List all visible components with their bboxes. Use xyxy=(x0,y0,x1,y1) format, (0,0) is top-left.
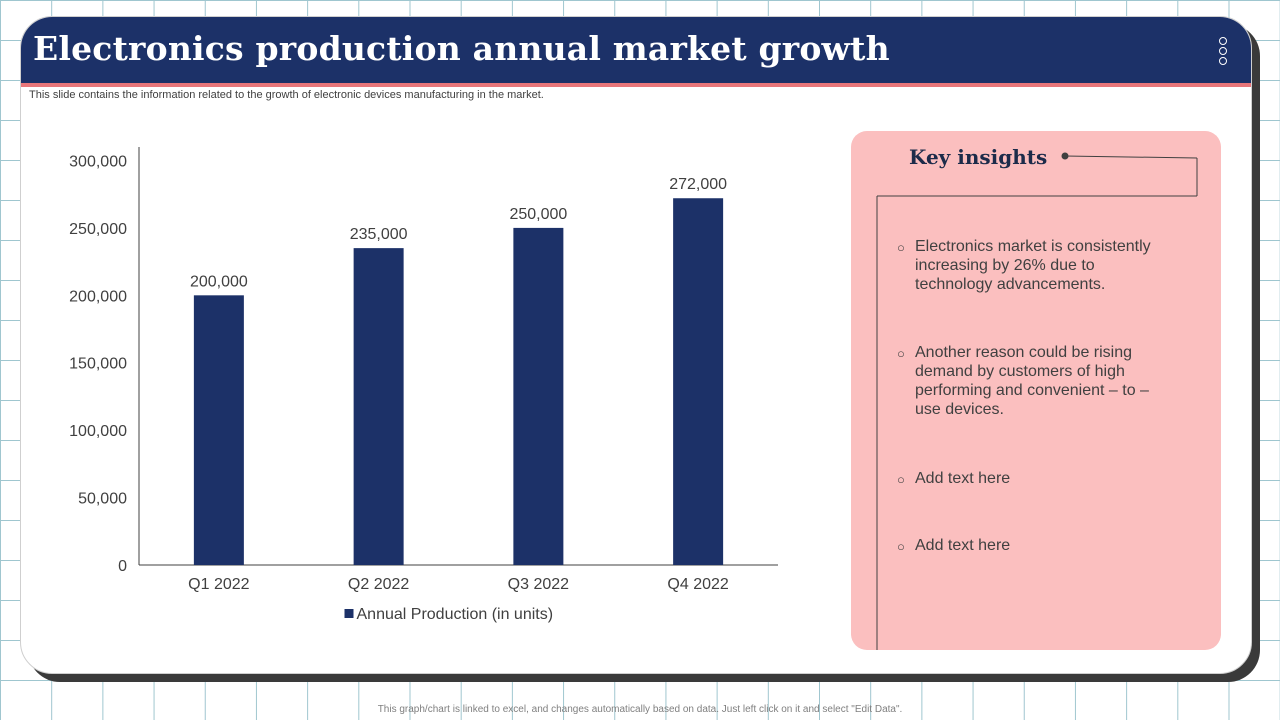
more-options-icon[interactable] xyxy=(1219,37,1229,65)
bar-chart[interactable]: 0 50,000 100,000 150,000 200,000 250,000 300,0… xyxy=(21,17,841,674)
x-tick-label: Q2 2022 xyxy=(348,576,409,593)
y-tick-label: 100,000 xyxy=(69,423,127,440)
insight-text: Electronics market is consistently incre… xyxy=(915,238,1151,293)
data-label: 200,000 xyxy=(190,273,248,290)
hollow-circle-icon: ○ xyxy=(897,472,905,487)
page-title: Electronics production annual market gro… xyxy=(33,29,890,68)
data-label: 235,000 xyxy=(350,226,408,243)
page-subtitle: This slide contains the information rela… xyxy=(29,89,544,101)
insight-text: Add text here xyxy=(915,470,1011,487)
bar[interactable] xyxy=(673,198,724,565)
insight-text: Another reason could be rising demand by… xyxy=(915,344,1149,418)
hollow-circle-icon: ○ xyxy=(897,539,905,554)
insight-item-4: ○ Add text here xyxy=(897,536,1165,555)
hollow-circle-icon: ○ xyxy=(897,346,905,361)
data-label: 272,000 xyxy=(669,176,727,193)
x-tick-label: Q3 2022 xyxy=(508,576,569,593)
footer-note: This graph/chart is linked to excel, and… xyxy=(377,704,903,715)
y-tick-label: 50,000 xyxy=(78,491,127,508)
bar[interactable] xyxy=(193,295,244,565)
data-label: 250,000 xyxy=(509,206,567,223)
x-tick-label: Q1 2022 xyxy=(188,576,249,593)
header-accent-line xyxy=(21,83,1251,87)
y-tick-label: 300,000 xyxy=(69,153,127,170)
key-insights-panel: Key insights ○ Electronics market is con… xyxy=(851,131,1221,650)
slide: Electronics production annual market gro… xyxy=(20,16,1252,674)
x-tick-label: Q4 2022 xyxy=(667,576,728,593)
key-insights-title: Key insights xyxy=(909,145,1048,169)
bar[interactable] xyxy=(353,248,404,565)
legend-label: Annual Production (in units) xyxy=(357,606,554,623)
insight-text: Add text here xyxy=(915,537,1011,554)
y-tick-label: 250,000 xyxy=(69,221,127,238)
insight-item-2: ○ Another reason could be rising demand … xyxy=(897,343,1165,419)
bar[interactable] xyxy=(513,227,564,565)
hollow-circle-icon: ○ xyxy=(897,240,905,255)
y-tick-label: 150,000 xyxy=(69,356,127,373)
legend-swatch xyxy=(344,609,354,618)
y-tick-label: 200,000 xyxy=(69,288,127,305)
y-tick-label: 0 xyxy=(118,558,127,575)
insight-item-1: ○ Electronics market is consistently inc… xyxy=(897,237,1165,294)
header-bar xyxy=(21,17,1251,83)
insight-item-3: ○ Add text here xyxy=(897,469,1165,488)
